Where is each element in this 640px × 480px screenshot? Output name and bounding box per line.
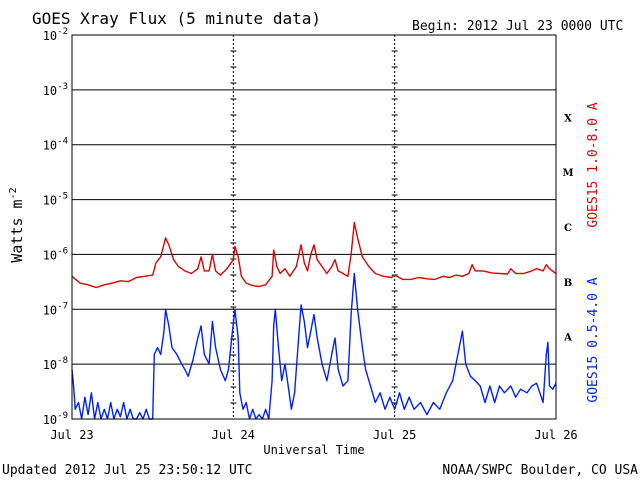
flare-class-label: X (564, 113, 572, 124)
series-line-0 (71, 221, 557, 289)
y-axis-label: Watts m-2 (8, 187, 26, 262)
x-tick-label: Jul 24 (212, 428, 255, 442)
y-tick-label: 10-5 (43, 192, 68, 208)
legend-series-red: GOES15 1.0-8.0 A (586, 102, 601, 227)
x-axis-label: Universal Time (263, 443, 364, 457)
x-tick-label: Jul 25 (373, 428, 416, 442)
gridlines (72, 34, 556, 420)
x-tick-label: Jul 23 (50, 428, 93, 442)
y-axis-label-sup: -2 (8, 187, 19, 199)
y-tick-labels: 10-9 10-8 10-7 10-6 10-5 10-4 10-3 10-2 (43, 27, 68, 427)
y-tick-label: 10-7 (43, 301, 68, 317)
legend-series-blue: GOES15 0.5-4.0 A (586, 277, 601, 402)
y-tick-label: 10-3 (43, 82, 68, 98)
y-axis-label-group: Watts m-2 (8, 187, 26, 262)
plot-frame (71, 34, 557, 420)
flare-class-label: A (563, 333, 572, 344)
begin-label: Begin: 2012 Jul 23 0000 UTC (412, 19, 623, 34)
footer-updated: Updated 2012 Jul 25 23:50:12 UTC (2, 463, 252, 478)
y-tick-label: 10-8 (43, 356, 68, 372)
x-tick-label: Jul 26 (534, 428, 577, 442)
y-tick-label: 10-4 (43, 137, 68, 153)
flare-class-label: B (564, 278, 572, 289)
y-tick-label: 10-2 (43, 27, 68, 43)
series-layer (71, 221, 557, 420)
flare-class-label: C (564, 223, 572, 234)
y-tick-label: 10-9 (43, 411, 68, 427)
footer-source: NOAA/SWPC Boulder, CO USA (442, 463, 638, 478)
flare-class-labels: X M C B A (562, 113, 573, 343)
series-line-1 (71, 272, 557, 420)
x-tick-labels: Jul 23 Jul 24 Jul 25 Jul 26 (50, 428, 577, 442)
chart-title: GOES Xray Flux (5 minute data) (32, 9, 321, 28)
flare-class-label: M (562, 168, 573, 179)
y-axis-label-text: Watts m (8, 199, 26, 262)
day-tick-marks (230, 34, 398, 419)
y-tick-label: 10-6 (43, 246, 68, 262)
